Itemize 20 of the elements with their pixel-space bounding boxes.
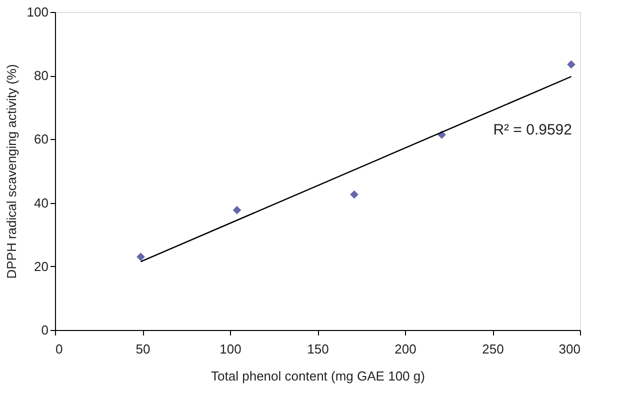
- x-tick-label: 100: [220, 342, 242, 356]
- y-tick-label: 20: [34, 258, 48, 274]
- x-tick-label: 150: [307, 342, 329, 356]
- annotation: R² = 0.9592: [493, 122, 572, 139]
- point: [567, 60, 576, 69]
- y-tick-label: 40: [34, 195, 48, 210]
- x-tick-label: 0: [56, 342, 63, 356]
- x-tick-label: 50: [136, 342, 150, 356]
- y-tick-label: 60: [34, 132, 48, 147]
- y-tick-label: 80: [34, 68, 48, 84]
- point: [350, 190, 358, 199]
- y-axis-title: DPPH radical scavenging activity (%): [4, 64, 19, 279]
- y-tick-label: 0: [41, 322, 48, 338]
- x-tick-label: 250: [482, 342, 504, 356]
- x-axis-title: Total phenol content (mg GAE 100 g): [211, 368, 425, 384]
- x-tick-label: 200: [394, 342, 416, 356]
- x-tick-label: 300: [558, 342, 580, 356]
- point: [136, 252, 145, 262]
- point: [232, 206, 242, 214]
- y-tick-label: 100: [26, 4, 48, 20]
